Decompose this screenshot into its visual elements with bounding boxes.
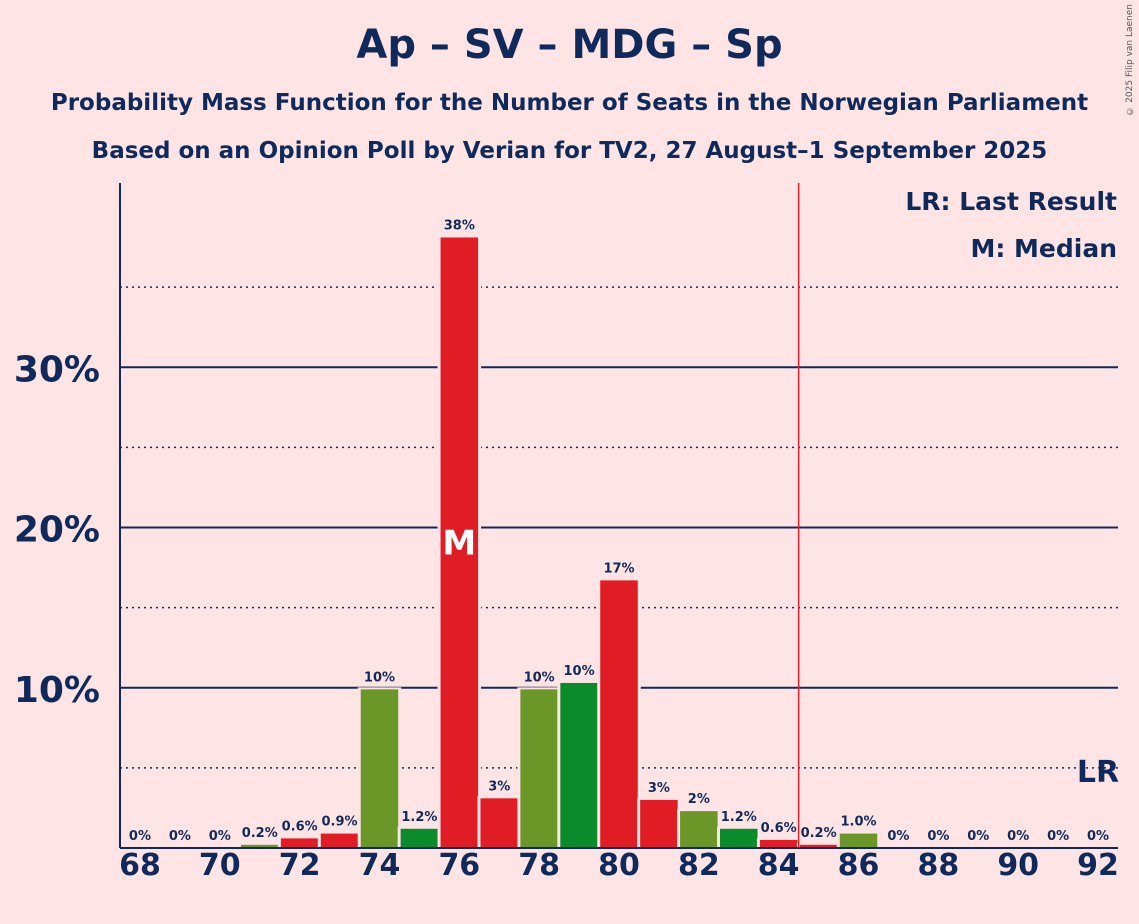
- bar-seat-72: [280, 838, 319, 848]
- bar-seat-79: [560, 682, 598, 848]
- annotations-group: M LR: [442, 183, 1119, 848]
- bar-seat-82: [680, 811, 718, 848]
- bar-label-81: 3%: [648, 781, 670, 796]
- bar-label-89: 0%: [967, 829, 989, 844]
- bar-seat-80: [600, 580, 638, 848]
- x-tick-label: 86: [838, 848, 880, 883]
- bar-label-74: 10%: [364, 670, 395, 685]
- bar-label-86: 1.0%: [840, 815, 876, 830]
- bar-label-75: 1.2%: [401, 810, 437, 825]
- bar-label-69: 0%: [169, 829, 191, 844]
- y-tick-label: 20%: [14, 510, 100, 551]
- x-tick-label: 76: [438, 848, 480, 883]
- chart-subtitle-1: Probability Mass Function for the Number…: [50, 90, 1089, 116]
- bar-label-80: 17%: [603, 561, 634, 576]
- bar-label-72: 0.6%: [282, 819, 318, 834]
- bar-labels-group: 0% 0% 0% 0.2% 0.6% 0.9% 10% 1.2% 38% 3% 10% 10% 17% 3…: [129, 218, 1109, 844]
- bar-label-68: 0%: [129, 829, 151, 844]
- bar-label-91: 0%: [1047, 829, 1069, 844]
- bar-seat-75: [400, 828, 439, 848]
- bar-seat-85: [799, 844, 838, 848]
- bar-seat-84: [759, 839, 798, 848]
- bar-label-82: 2%: [688, 792, 710, 807]
- bar-seat-76: [440, 237, 479, 848]
- bar-seat-81: [640, 799, 678, 848]
- last-result-marker: LR: [1077, 755, 1119, 790]
- bar-label-85: 0.2%: [801, 826, 837, 841]
- chart-subtitle-2: Based on an Opinion Poll by Verian for T…: [91, 138, 1048, 164]
- chart-title: Ap – SV – MDG – Sp: [356, 22, 783, 68]
- bar-seat-78: [520, 689, 558, 848]
- bar-label-77: 3%: [488, 779, 510, 794]
- x-tick-label: 72: [279, 848, 321, 883]
- bar-label-73: 0.9%: [322, 815, 358, 830]
- legend-median: M: Median: [970, 234, 1117, 263]
- x-tick-label: 92: [1077, 848, 1119, 883]
- bar-label-87: 0%: [887, 829, 909, 844]
- x-tick-label: 68: [119, 848, 161, 883]
- legend-last-result: LR: Last Result: [905, 187, 1117, 216]
- x-tick-label: 90: [997, 848, 1039, 883]
- y-tick-label: 30%: [14, 349, 100, 390]
- x-tick-label: 82: [678, 848, 720, 883]
- bar-label-88: 0%: [927, 829, 949, 844]
- x-tick-label: 84: [758, 848, 800, 883]
- bar-seat-83: [719, 828, 758, 848]
- x-tick-label: 80: [598, 848, 640, 883]
- bar-label-83: 1.2%: [721, 810, 757, 825]
- bar-label-84: 0.6%: [761, 821, 797, 836]
- bar-seat-77: [480, 798, 519, 848]
- bar-label-76: 38%: [444, 218, 475, 233]
- x-tick-label: 74: [359, 848, 401, 883]
- axes-group: 10% 20% 30% 68 70 72 74 76 78 80 82 84 86 88 90 92: [14, 183, 1119, 883]
- bar-label-90: 0%: [1007, 829, 1029, 844]
- bar-label-71: 0.2%: [242, 826, 278, 841]
- bar-label-70: 0%: [209, 829, 231, 844]
- median-marker: M: [442, 524, 476, 564]
- bar-seat-86: [839, 833, 878, 848]
- bar-label-79: 10%: [564, 664, 595, 679]
- bars-group: [237, 235, 881, 848]
- bar-seat-71: [240, 844, 279, 848]
- bar-seat-73: [320, 833, 359, 848]
- bar-seat-74: [360, 689, 399, 848]
- x-tick-label: 78: [518, 848, 560, 883]
- x-tick-label: 88: [917, 848, 959, 883]
- y-tick-label: 10%: [14, 670, 100, 711]
- bar-label-92: 0%: [1087, 829, 1109, 844]
- x-tick-label: 70: [199, 848, 241, 883]
- bar-label-78: 10%: [524, 670, 555, 685]
